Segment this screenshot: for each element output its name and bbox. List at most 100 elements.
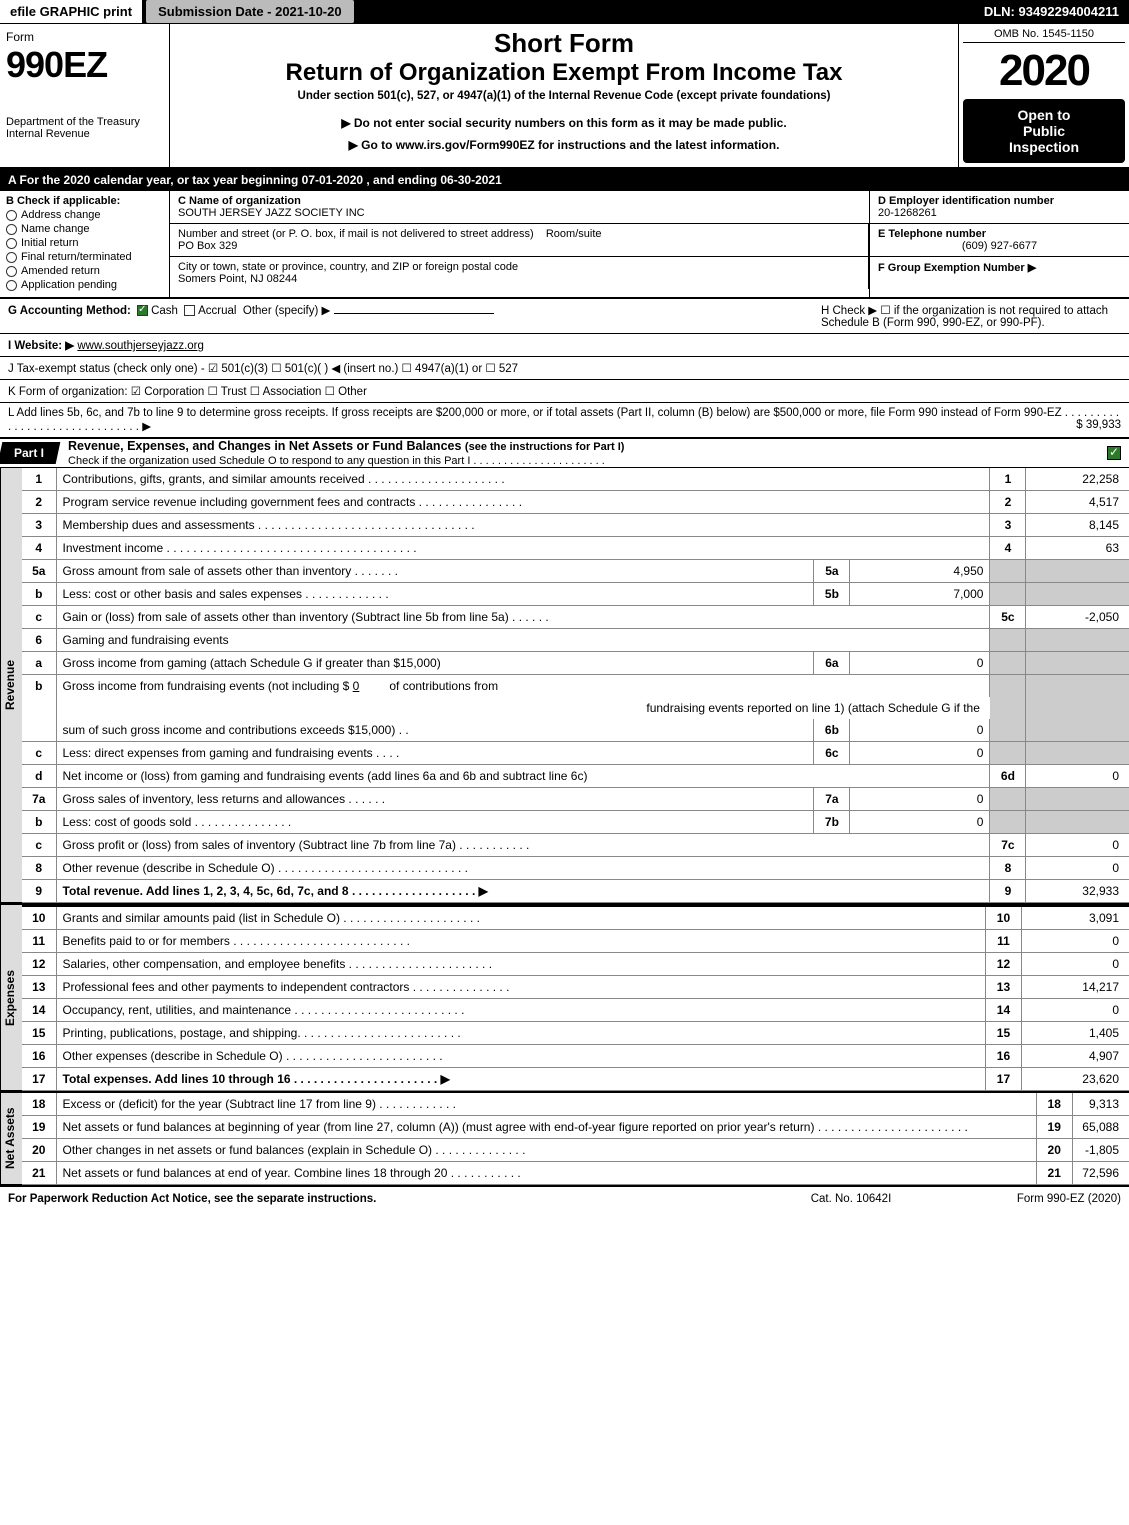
- part1-schedule-o-check[interactable]: [1107, 446, 1121, 460]
- line-val: 3,091: [1021, 906, 1129, 930]
- line-val: 0: [1026, 834, 1129, 857]
- chk-label: Final return/terminated: [21, 251, 132, 263]
- section-b: B Check if applicable: Address change Na…: [0, 191, 170, 297]
- line-ref: 18: [1036, 1093, 1072, 1116]
- table-row: 7aGross sales of inventory, less returns…: [22, 788, 1129, 811]
- badge-line1: Open to: [967, 107, 1121, 123]
- line-desc: Gross income from gaming (attach Schedul…: [56, 652, 814, 675]
- line-num: 21: [22, 1162, 56, 1185]
- grey-cell: [1026, 675, 1129, 720]
- part1-header: Part I Revenue, Expenses, and Changes in…: [0, 439, 1129, 468]
- org-name: SOUTH JERSEY JAZZ SOCIETY INC: [178, 207, 365, 219]
- grey-cell: [1026, 788, 1129, 811]
- table-row: fundraising events reported on line 1) (…: [22, 697, 1129, 719]
- line-ref: 19: [1036, 1116, 1072, 1139]
- row-g-h: G Accounting Method: Cash Accrual Other …: [0, 299, 1129, 334]
- line-num: b: [22, 811, 56, 834]
- line-num: d: [22, 765, 56, 788]
- line-desc: Printing, publications, postage, and shi…: [56, 1022, 985, 1045]
- check-address-change[interactable]: [6, 210, 17, 221]
- line-val: -2,050: [1026, 606, 1129, 629]
- part-tab: Part I: [0, 442, 60, 464]
- check-name-change[interactable]: [6, 224, 17, 235]
- phone-value: (609) 927-6677: [878, 240, 1121, 252]
- table-row: 10Grants and similar amounts paid (list …: [22, 906, 1129, 930]
- line-ref: 15: [985, 1022, 1021, 1045]
- entity-info-block: B Check if applicable: Address change Na…: [0, 191, 1129, 299]
- table-row: 17Total expenses. Add lines 10 through 1…: [22, 1068, 1129, 1091]
- grey-cell: [990, 719, 1026, 742]
- table-row: bLess: cost of goods sold . . . . . . . …: [22, 811, 1129, 834]
- line-num: 19: [22, 1116, 56, 1139]
- table-row: 8Other revenue (describe in Schedule O) …: [22, 857, 1129, 880]
- e-phone-label: E Telephone number: [878, 228, 986, 240]
- check-cash[interactable]: [137, 305, 148, 316]
- title-short: Short Form: [176, 28, 952, 59]
- table-row: 1Contributions, gifts, grants, and simil…: [22, 468, 1129, 491]
- ein-value: 20-1268261: [878, 207, 937, 219]
- city-label: City or town, state or province, country…: [178, 261, 518, 273]
- grey-cell: [1026, 742, 1129, 765]
- check-amended-return[interactable]: [6, 266, 17, 277]
- row-j: J Tax-exempt status (check only one) - ☑…: [0, 357, 1129, 380]
- badge-line3: Inspection: [967, 139, 1121, 155]
- grey-cell: [1026, 719, 1129, 742]
- table-row: cGain or (loss) from sale of assets othe…: [22, 606, 1129, 629]
- line-num: c: [22, 606, 56, 629]
- grey-cell: [990, 675, 1026, 720]
- line-num: 16: [22, 1045, 56, 1068]
- line-num: 8: [22, 857, 56, 880]
- line-desc: Gaming and fundraising events: [56, 629, 990, 652]
- sub-val: 0: [850, 788, 990, 811]
- revenue-tab: Revenue: [0, 468, 22, 903]
- table-row: 15Printing, publications, postage, and s…: [22, 1022, 1129, 1045]
- chk-label: Address change: [21, 209, 101, 221]
- line-num: 12: [22, 953, 56, 976]
- line-val: 9,313: [1072, 1093, 1129, 1116]
- org-address: PO Box 329: [178, 240, 237, 252]
- line-num: c: [22, 742, 56, 765]
- grey-cell: [990, 629, 1026, 652]
- table-row: b Gross income from fundraising events (…: [22, 675, 1129, 698]
- line-ref: 6d: [990, 765, 1026, 788]
- desc-part: Gross income from fundraising events (no…: [63, 679, 350, 693]
- sub-ref: 7b: [814, 811, 850, 834]
- line-desc: Net income or (loss) from gaming and fun…: [56, 765, 990, 788]
- line-desc: Professional fees and other payments to …: [56, 976, 985, 999]
- table-row: 20Other changes in net assets or fund ba…: [22, 1139, 1129, 1162]
- chk-label: Amended return: [21, 265, 100, 277]
- line-desc: Grants and similar amounts paid (list in…: [56, 906, 985, 930]
- line-num: 4: [22, 537, 56, 560]
- check-initial-return[interactable]: [6, 238, 17, 249]
- line-a-tax-year: A For the 2020 calendar year, or tax yea…: [0, 169, 1129, 191]
- table-row: 18Excess or (deficit) for the year (Subt…: [22, 1093, 1129, 1116]
- sub-val: 7,000: [850, 583, 990, 606]
- line-num: 9: [22, 880, 56, 903]
- line-val: 23,620: [1021, 1068, 1129, 1091]
- title-subtitle: Under section 501(c), 527, or 4947(a)(1)…: [176, 90, 952, 102]
- sub-val: 0: [850, 811, 990, 834]
- table-row: 21Net assets or fund balances at end of …: [22, 1162, 1129, 1185]
- l-amount: $ 39,933: [1076, 419, 1121, 431]
- line-desc: fundraising events reported on line 1) (…: [56, 697, 990, 719]
- table-row: aGross income from gaming (attach Schedu…: [22, 652, 1129, 675]
- check-final-return[interactable]: [6, 252, 17, 263]
- line-val: 0: [1021, 999, 1129, 1022]
- table-row: 6Gaming and fundraising events: [22, 629, 1129, 652]
- g-other-field[interactable]: [334, 313, 494, 314]
- check-application-pending[interactable]: [6, 280, 17, 291]
- line-val: 0: [1026, 765, 1129, 788]
- line-desc: Total revenue. Add lines 1, 2, 3, 4, 5c,…: [56, 880, 990, 903]
- line-num: 15: [22, 1022, 56, 1045]
- dln-label: DLN: 93492294004211: [974, 0, 1129, 23]
- check-accrual[interactable]: [184, 305, 195, 316]
- line-val: 0: [1021, 953, 1129, 976]
- table-row: 11Benefits paid to or for members . . . …: [22, 930, 1129, 953]
- website-value[interactable]: www.southjerseyjazz.org: [77, 340, 204, 352]
- grey-cell: [1026, 652, 1129, 675]
- sub-ref: 6b: [814, 719, 850, 742]
- sub-val: 4,950: [850, 560, 990, 583]
- table-row: 14Occupancy, rent, utilities, and mainte…: [22, 999, 1129, 1022]
- d-ein-label: D Employer identification number: [878, 195, 1054, 207]
- row-l: L Add lines 5b, 6c, and 7b to line 9 to …: [0, 403, 1129, 439]
